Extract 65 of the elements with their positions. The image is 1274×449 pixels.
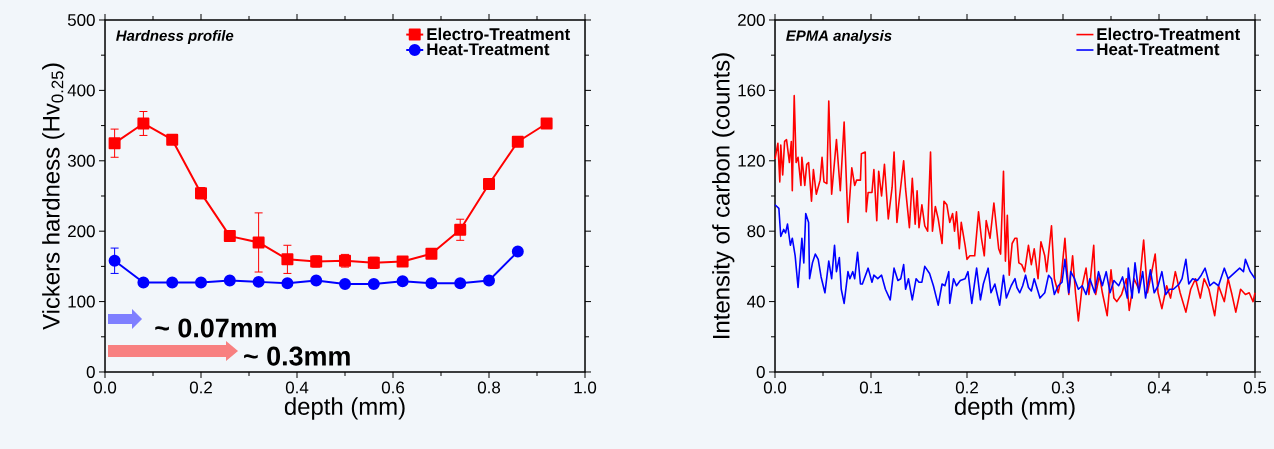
point bbox=[137, 117, 150, 130]
x-tick-label: 0.0 bbox=[93, 381, 117, 394]
line-series bbox=[774, 94, 1256, 322]
point bbox=[166, 133, 179, 146]
point bbox=[108, 254, 121, 267]
y-tick-label: 160 bbox=[738, 84, 765, 97]
annotation: EPMA analysis bbox=[786, 29, 892, 44]
point bbox=[252, 236, 265, 249]
y-tick-label: 80 bbox=[747, 225, 765, 238]
point bbox=[425, 277, 438, 290]
x-tick-label: 0.1 bbox=[859, 381, 882, 394]
y-tick-label: 300 bbox=[67, 154, 95, 167]
x-axis-title: depth (mm) bbox=[284, 397, 405, 420]
point bbox=[223, 274, 236, 287]
x-tick-label: 0.2 bbox=[189, 381, 212, 394]
legend-label: Electro-Treatment bbox=[427, 27, 571, 41]
point bbox=[396, 275, 409, 288]
y-tick-label: 120 bbox=[738, 154, 765, 167]
y-tick-label: 500 bbox=[67, 13, 95, 26]
y-tick-label: 100 bbox=[68, 295, 95, 308]
y-axis-title: Vickers hardness (Hv$_{0.25}$) bbox=[42, 63, 65, 330]
legend-label: Heat-Treatment bbox=[427, 43, 550, 56]
point bbox=[281, 277, 294, 290]
point bbox=[137, 276, 150, 289]
point bbox=[195, 276, 208, 289]
annotation: ~ 0.3mm bbox=[244, 346, 350, 366]
point bbox=[166, 276, 179, 289]
point bbox=[483, 178, 496, 191]
point bbox=[396, 255, 409, 268]
annotation: Hardness profile bbox=[116, 29, 234, 44]
y-axis-title: Intensity of carbon (counts) bbox=[712, 53, 735, 338]
x-tick-label: 0.0 bbox=[763, 381, 787, 394]
x-tick-label: 0.6 bbox=[381, 381, 405, 394]
point bbox=[454, 223, 467, 236]
point bbox=[425, 247, 438, 260]
legend-label: Heat-Treatment bbox=[1097, 43, 1220, 56]
y-tick-label: 0 bbox=[86, 365, 95, 378]
point bbox=[540, 117, 553, 130]
y-tick-label: 0 bbox=[756, 365, 765, 378]
line-series bbox=[774, 203, 1256, 306]
x-tick-label: 0.5 bbox=[1243, 381, 1267, 394]
x-axis-title: depth (mm) bbox=[954, 397, 1075, 420]
point bbox=[511, 245, 524, 258]
y-tick-label: 200 bbox=[738, 13, 765, 26]
point bbox=[108, 137, 121, 150]
point bbox=[281, 253, 294, 266]
point bbox=[454, 277, 467, 290]
x-tick-label: 0.8 bbox=[477, 381, 501, 394]
x-tick-label: 0.2 bbox=[955, 381, 978, 394]
x-tick-label: 1.0 bbox=[574, 381, 597, 394]
y-tick-label: 400 bbox=[67, 84, 95, 97]
point bbox=[252, 275, 265, 288]
x-tick-label: 0.4 bbox=[1147, 381, 1171, 394]
x-tick-label: 0.3 bbox=[1051, 381, 1075, 394]
y-tick-label: 200 bbox=[68, 225, 95, 238]
annotation: ~ 0.07mm bbox=[155, 318, 276, 338]
y-tick-label: 40 bbox=[747, 295, 765, 308]
point bbox=[223, 230, 236, 243]
point bbox=[310, 274, 323, 287]
point bbox=[511, 135, 524, 148]
legend-label: Electro-Treatment bbox=[1097, 27, 1241, 41]
x-tick-label: 0.4 bbox=[285, 381, 309, 394]
point bbox=[339, 277, 352, 290]
point bbox=[367, 277, 380, 290]
point bbox=[483, 274, 496, 287]
